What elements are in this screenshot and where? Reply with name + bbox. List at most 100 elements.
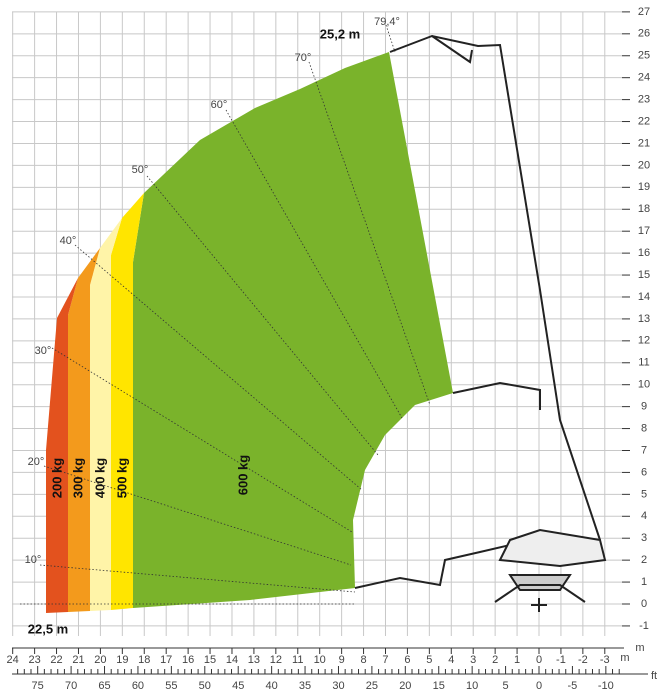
ft-tick-label: 70	[65, 680, 77, 692]
x-tick-label: 11	[292, 654, 303, 666]
x-tick-label: 4	[448, 654, 454, 666]
angle-label: 10°	[25, 554, 42, 566]
y-tick-label: 14	[638, 291, 650, 303]
y-tick-label: 2	[641, 554, 647, 566]
ft-tick-label: 30	[332, 680, 344, 692]
y-tick-label: 8	[641, 422, 647, 434]
angle-label: 50°	[132, 164, 149, 176]
y-tick-label: 7	[641, 444, 647, 456]
ft-tick-label: 40	[266, 680, 278, 692]
ft-tick-label: 65	[98, 680, 110, 692]
y-tick-label: 17	[638, 225, 650, 237]
angle-lines	[20, 24, 431, 605]
ft-tick-label: 60	[132, 680, 144, 692]
angle-label: 30°	[35, 345, 52, 357]
x-tick-label: 17	[160, 654, 172, 666]
x-tick-label: 12	[270, 654, 282, 666]
x-unit-m: m	[620, 652, 629, 664]
load-label: 300 kg	[70, 458, 85, 499]
x-tick-label: 18	[138, 654, 150, 666]
y-tick-label: 5	[641, 488, 647, 500]
x-tick-label: 21	[72, 654, 84, 666]
load-label: 200 kg	[49, 458, 64, 499]
x-tick-label: 14	[226, 654, 238, 666]
ft-tick-label: 10	[466, 680, 478, 692]
y-tick-label: 18	[638, 203, 650, 215]
load-label: 600 kg	[235, 455, 250, 496]
y-tick-label: 21	[638, 137, 650, 149]
angle-label: 40°	[60, 235, 77, 247]
y-unit: m	[635, 642, 644, 654]
x-tick-label: 13	[248, 654, 260, 666]
x-tick-label: 22	[50, 654, 62, 666]
ft-tick-label: 35	[299, 680, 311, 692]
x-tick-label: -3	[600, 654, 610, 666]
ft-tick-label: 75	[32, 680, 44, 692]
ft-tick-label: 50	[199, 680, 211, 692]
x-tick-label: 1	[514, 654, 520, 666]
max-reach: 22,5 m	[28, 621, 68, 636]
x-tick-label: 6	[404, 654, 410, 666]
zone-500	[111, 193, 144, 610]
x-tick-label: 2	[492, 654, 498, 666]
y-tick-label: 4	[641, 510, 647, 522]
x-tick-label: 5	[426, 654, 432, 666]
y-tick-label: -1	[639, 620, 649, 632]
x-tick-label: 0	[536, 654, 542, 666]
ft-tick-label: 15	[433, 680, 445, 692]
y-tick-label: 6	[641, 466, 647, 478]
x-tick-label: 23	[28, 654, 40, 666]
y-tick-label: 26	[638, 28, 650, 40]
y-tick-label: 23	[638, 94, 650, 106]
x-tick-label: 9	[339, 654, 345, 666]
ft-tick-label: -5	[568, 680, 578, 692]
x-tick-label: 7	[382, 654, 388, 666]
load-label: 400 kg	[92, 458, 107, 499]
zone-600	[133, 52, 453, 608]
zone-300	[68, 248, 100, 612]
y-tick-label: 19	[638, 181, 650, 193]
angle-label: 20°	[28, 456, 45, 468]
y-tick-label: 27	[638, 6, 650, 18]
y-tick-label: 10	[638, 379, 650, 391]
y-tick-label: 22	[638, 115, 650, 127]
y-tick-label: 12	[638, 335, 650, 347]
ft-tick-label: 25	[366, 680, 378, 692]
x-tick-label: 15	[204, 654, 216, 666]
ft-tick-label: 55	[165, 680, 177, 692]
x-tick-label: 19	[116, 654, 128, 666]
y-tick-label: 0	[641, 598, 647, 610]
machine	[354, 34, 607, 612]
y-tick-label: 11	[638, 357, 649, 369]
ft-tick-label: 0	[536, 680, 542, 692]
y-tick-label: 25	[638, 50, 650, 62]
zone-400	[90, 218, 122, 611]
max-angle: 79,4°	[374, 16, 400, 28]
angle-label: 70°	[295, 52, 312, 64]
ft-tick-label: 45	[232, 680, 244, 692]
zone-200	[46, 278, 78, 613]
y-tick-label: 16	[638, 247, 650, 259]
x-tick-label: 20	[94, 654, 106, 666]
ft-tick-label: 5	[503, 680, 509, 692]
ft-tick-label: 20	[399, 680, 411, 692]
x-tick-label: 24	[7, 654, 19, 666]
x-tick-label: 8	[360, 654, 366, 666]
y-tick-label: 15	[638, 269, 650, 281]
x-tick-label: 16	[182, 654, 194, 666]
y-tick-label: 9	[641, 401, 647, 413]
y-tick-label: 13	[638, 313, 650, 325]
y-tick-label: 20	[638, 159, 650, 171]
x-tick-label: -2	[578, 654, 588, 666]
ft-tick-label: -10	[598, 680, 614, 692]
y-tick-label: 3	[641, 532, 647, 544]
max-height: 25,2 m	[320, 26, 360, 41]
x-tick-label: -1	[556, 654, 566, 666]
x-unit-ft: ft	[651, 670, 657, 682]
y-tick-label: 24	[638, 72, 650, 84]
x-tick-label: 10	[314, 654, 326, 666]
load-label: 500 kg	[114, 458, 129, 499]
y-tick-label: 1	[641, 576, 647, 588]
x-tick-label: 3	[470, 654, 476, 666]
